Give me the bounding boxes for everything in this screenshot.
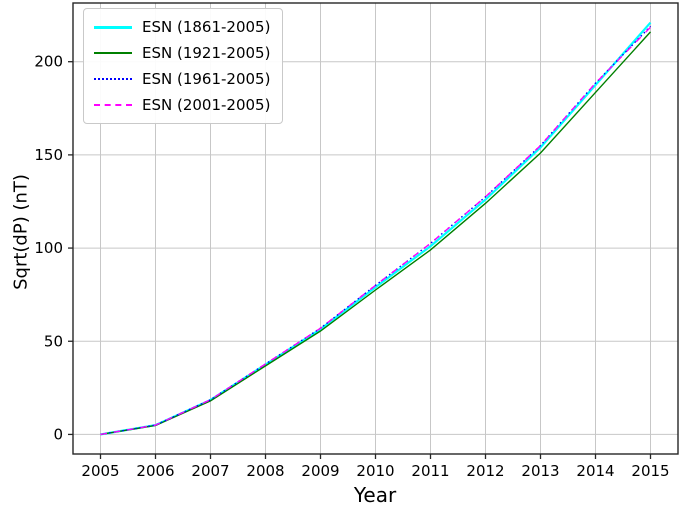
x-tick-label: 2007 [191, 462, 229, 480]
legend-item: ESN (2001-2005) [94, 94, 270, 116]
x-axis-label: Year [353, 483, 397, 507]
y-axis-label: Sqrt(dP) (nT) [10, 174, 32, 290]
x-tick-label: 2009 [301, 462, 339, 480]
series-line-esn-1961-2005 [100, 25, 652, 436]
legend-swatch [94, 25, 132, 29]
legend-item: ESN (1921-2005) [94, 42, 270, 64]
x-tick-label: 2010 [356, 462, 394, 480]
series-line-esn-2001-2005 [100, 26, 651, 436]
x-tick-label: 2006 [136, 462, 174, 480]
x-tick-label: 2012 [466, 462, 504, 480]
y-tick-label: 50 [44, 332, 63, 350]
x-tick-label: 2014 [576, 462, 614, 480]
legend-label: ESN (1921-2005) [142, 44, 271, 62]
legend-swatch [94, 78, 132, 80]
y-tick-label: 100 [34, 239, 63, 257]
legend: ESN (1861-2005) ESN (1921-2005) ESN (196… [83, 8, 284, 124]
legend-label: ESN (1961-2005) [142, 70, 271, 88]
y-tick-label: 0 [53, 425, 63, 443]
x-tick-label: 2005 [81, 462, 119, 480]
legend-item: ESN (1961-2005) [94, 68, 270, 90]
legend-item: ESN (1861-2005) [94, 16, 270, 38]
y-tick-label: 200 [34, 53, 63, 71]
series-line-esn-1921-2005 [100, 31, 652, 436]
y-tick-label: 150 [34, 146, 63, 164]
x-tick-label: 2008 [246, 462, 284, 480]
legend-swatch [94, 52, 132, 54]
x-tick-label: 2015 [631, 462, 669, 480]
x-tick-label: 2011 [411, 462, 449, 480]
legend-swatch [94, 104, 132, 106]
legend-label: ESN (1861-2005) [142, 18, 271, 36]
legend-label: ESN (2001-2005) [142, 96, 271, 114]
x-tick-label: 2013 [521, 462, 559, 480]
